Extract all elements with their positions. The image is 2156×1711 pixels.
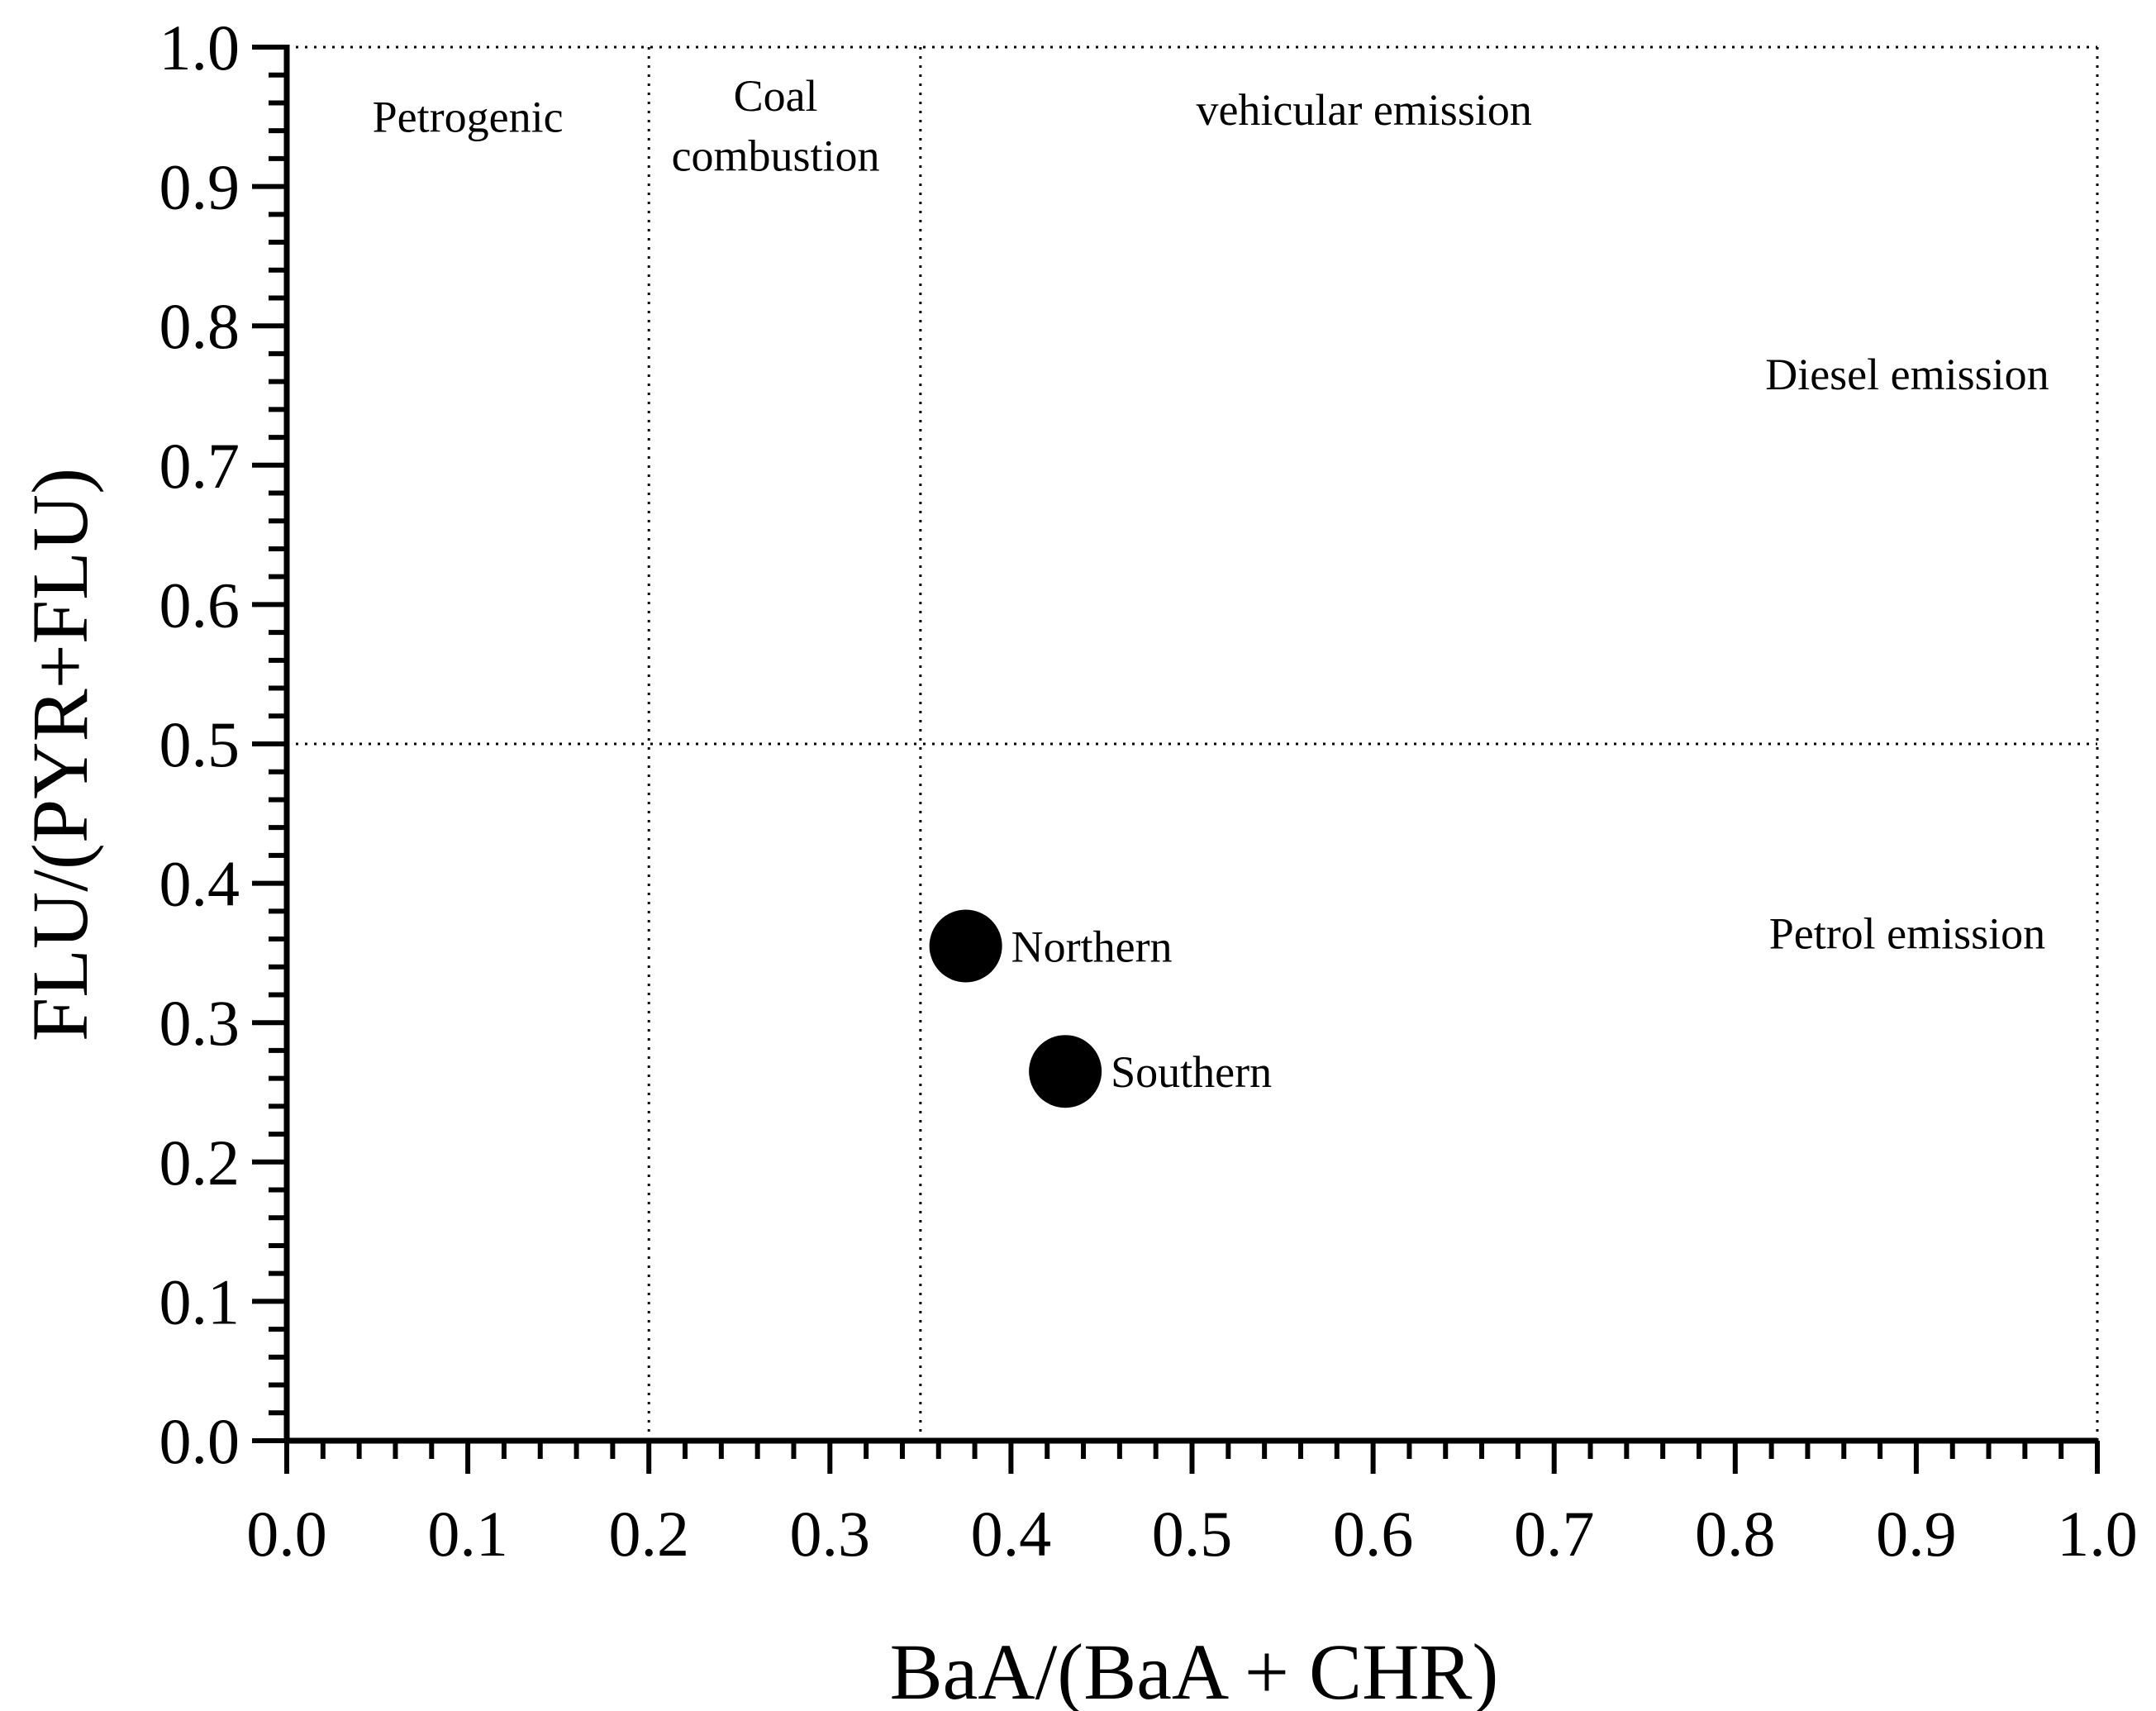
y-tick-label: 0.9 (159, 151, 240, 223)
y-tick-label: 0.7 (159, 430, 240, 502)
y-tick-label: 0.8 (159, 290, 240, 362)
x-tick-label: 0.4 (971, 1498, 1052, 1570)
y-tick-label: 0.2 (159, 1127, 240, 1199)
y-tick-label: 0.0 (159, 1405, 240, 1477)
region-annotations: Petrogenic Coal combustion vehicular emissi… (373, 71, 2049, 958)
data-label-southern: Southern (1111, 1047, 1272, 1097)
y-tick-label: 0.1 (159, 1265, 240, 1337)
y-axis-title: FLU/(PYR+FLU) (16, 468, 104, 1041)
reference-lines (287, 45, 2099, 1441)
region-label-diesel: Diesel emission (1765, 350, 2049, 399)
y-tick-label: 0.6 (159, 569, 240, 641)
y-tick-label: 0.3 (159, 987, 240, 1059)
x-axis-title: BaA/(BaA + CHR) (890, 1628, 1499, 1711)
x-tick-label: 0.7 (1514, 1498, 1595, 1570)
data-point-northern (929, 909, 1002, 983)
y-tick-label: 0.5 (159, 708, 240, 780)
region-label-petrol: Petrol emission (1769, 908, 2046, 958)
x-tick-label: 0.6 (1333, 1498, 1414, 1570)
x-tick-label: 0.2 (608, 1498, 689, 1570)
region-label-petrogenic: Petrogenic (373, 92, 564, 141)
data-point-southern (1029, 1035, 1102, 1108)
region-label-coal-1: Coal (734, 71, 818, 121)
x-tick-label: 0.0 (246, 1498, 327, 1570)
x-tick-label: 0.9 (1876, 1498, 1957, 1570)
x-tick-label: 0.5 (1152, 1498, 1233, 1570)
data-points: Northern Southern (929, 909, 1272, 1108)
region-label-vehicular: vehicular emission (1196, 85, 1531, 135)
y-tick-label: 0.4 (159, 848, 240, 920)
region-label-coal-2: combustion (672, 131, 880, 181)
x-tick-label: 0.8 (1695, 1498, 1776, 1570)
x-tick-label: 0.1 (427, 1498, 508, 1570)
axes: 0.0 0.1 0.2 0.3 0.4 0.5 0.6 0.7 0.8 0.9 1.0 0.0 0.1 0… (159, 12, 2138, 1570)
y-tick-label: 1.0 (159, 12, 240, 83)
data-label-northern: Northern (1011, 922, 1173, 971)
x-tick-label: 1.0 (2057, 1498, 2138, 1570)
x-tick-label: 0.3 (790, 1498, 871, 1570)
